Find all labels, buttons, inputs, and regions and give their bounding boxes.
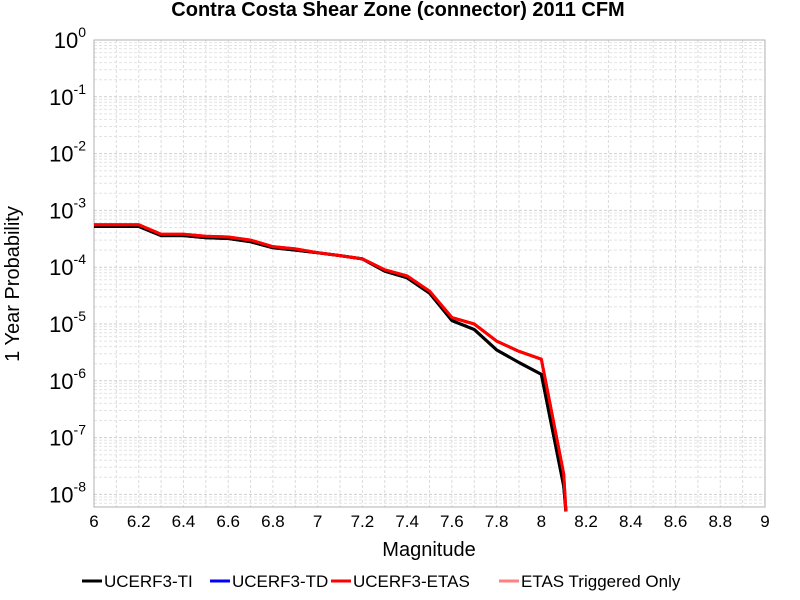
x-tick-label: 7.4 <box>395 512 419 531</box>
x-tick-label: 7.2 <box>351 512 375 531</box>
legend: UCERF3-TI UCERF3-TD UCERF3-ETAS ETAS Trigge… <box>82 572 681 591</box>
x-tick-label: 6.8 <box>261 512 285 531</box>
legend-label: UCERF3-TD <box>232 572 328 591</box>
x-tick-label: 7.6 <box>440 512 464 531</box>
y-tick-label: 100 <box>54 24 86 53</box>
legend-label: ETAS Triggered Only <box>521 572 681 591</box>
y-tick-label: 10-8 <box>49 478 86 507</box>
x-tick-label: 8.2 <box>574 512 598 531</box>
x-tick-label: 8.4 <box>619 512 643 531</box>
y-axis-label: 1 Year Probability <box>2 206 24 362</box>
plot-frame <box>93 39 766 508</box>
x-tick-label: 8.8 <box>708 512 732 531</box>
x-tick-label: 7 <box>313 512 322 531</box>
y-tick-label: 10-2 <box>49 138 86 167</box>
y-tick-labels: 100 10-1 10-2 10-3 10-4 10-5 10-6 10-7 10-8 <box>49 24 86 507</box>
x-tick-label: 6.2 <box>127 512 151 531</box>
series-line-2-overlay <box>94 223 568 512</box>
series-layer <box>94 223 568 512</box>
x-tick-label: 7.8 <box>485 512 509 531</box>
x-tick-label: 6 <box>89 512 98 531</box>
legend-label: UCERF3-ETAS <box>353 572 470 591</box>
x-tick-label: 6.6 <box>216 512 240 531</box>
y-tick-label: 10-3 <box>49 194 86 223</box>
chart-title: Contra Costa Shear Zone (connector) 2011… <box>171 0 624 21</box>
y-tick-label: 10-4 <box>49 251 86 280</box>
y-tick-label: 10-5 <box>49 308 86 337</box>
legend-label: UCERF3-TI <box>104 572 193 591</box>
y-tick-label: 10-6 <box>49 365 86 394</box>
x-tick-label: 6.4 <box>172 512 196 531</box>
y-tick-label: 10-1 <box>49 81 86 110</box>
x-tick-label: 8 <box>537 512 546 531</box>
x-axis-label: Magnitude <box>382 539 475 561</box>
x-tick-label: 8.6 <box>664 512 688 531</box>
x-tick-labels: 6 6.2 6.4 6.6 6.8 7 7.2 7.4 7.6 7.8 8 8.2 8.4 8.6 8.8 9 <box>89 512 769 531</box>
x-tick-label: 9 <box>760 512 769 531</box>
y-tick-label: 10-7 <box>49 422 86 451</box>
